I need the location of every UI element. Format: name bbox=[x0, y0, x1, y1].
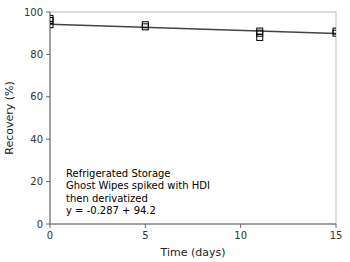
y-axis-label: Recovery (%) bbox=[3, 81, 16, 155]
chart: 0 20 40 60 80 100 0 5 10 15 Time (days) Recovery (%… bbox=[0, 0, 350, 262]
x-axis-line bbox=[50, 224, 336, 225]
x-tick bbox=[50, 224, 51, 228]
data-point bbox=[257, 28, 263, 34]
x-tick-label: 10 bbox=[234, 230, 247, 241]
y-tick-label: 40 bbox=[30, 134, 43, 145]
regression-line bbox=[50, 24, 336, 33]
annotation: then derivatized bbox=[66, 193, 148, 204]
annotation: Ghost Wipes spiked with HDI bbox=[66, 180, 210, 191]
annotation: Refrigerated Storage bbox=[66, 168, 171, 179]
y-tick-label: 100 bbox=[24, 7, 43, 18]
y-tick bbox=[46, 181, 50, 182]
y-tick-label: 80 bbox=[30, 49, 43, 60]
plot-area bbox=[50, 12, 336, 224]
y-axis-line bbox=[50, 12, 51, 224]
y-tick-label: 60 bbox=[30, 91, 43, 102]
x-tick-label: 15 bbox=[330, 230, 343, 241]
y-tick-label: 20 bbox=[30, 176, 43, 187]
y-tick bbox=[46, 12, 50, 13]
x-tick bbox=[145, 224, 146, 228]
y-tick-label: 0 bbox=[37, 219, 43, 230]
data-point bbox=[257, 34, 263, 40]
x-tick bbox=[240, 224, 241, 228]
data-point bbox=[142, 22, 148, 28]
marks bbox=[50, 15, 336, 40]
x-tick-label: 0 bbox=[47, 230, 53, 241]
x-tick bbox=[336, 224, 337, 228]
y-tick bbox=[46, 224, 50, 225]
data-point bbox=[333, 28, 336, 34]
x-tick-label: 5 bbox=[142, 230, 148, 241]
y-tick bbox=[46, 139, 50, 140]
x-axis-label: Time (days) bbox=[160, 246, 226, 259]
data-point bbox=[257, 30, 263, 36]
data-point bbox=[142, 24, 148, 30]
data-point bbox=[50, 15, 53, 21]
y-tick bbox=[46, 96, 50, 97]
annotation: y = -0.287 + 94.2 bbox=[66, 205, 156, 216]
y-tick bbox=[46, 54, 50, 55]
